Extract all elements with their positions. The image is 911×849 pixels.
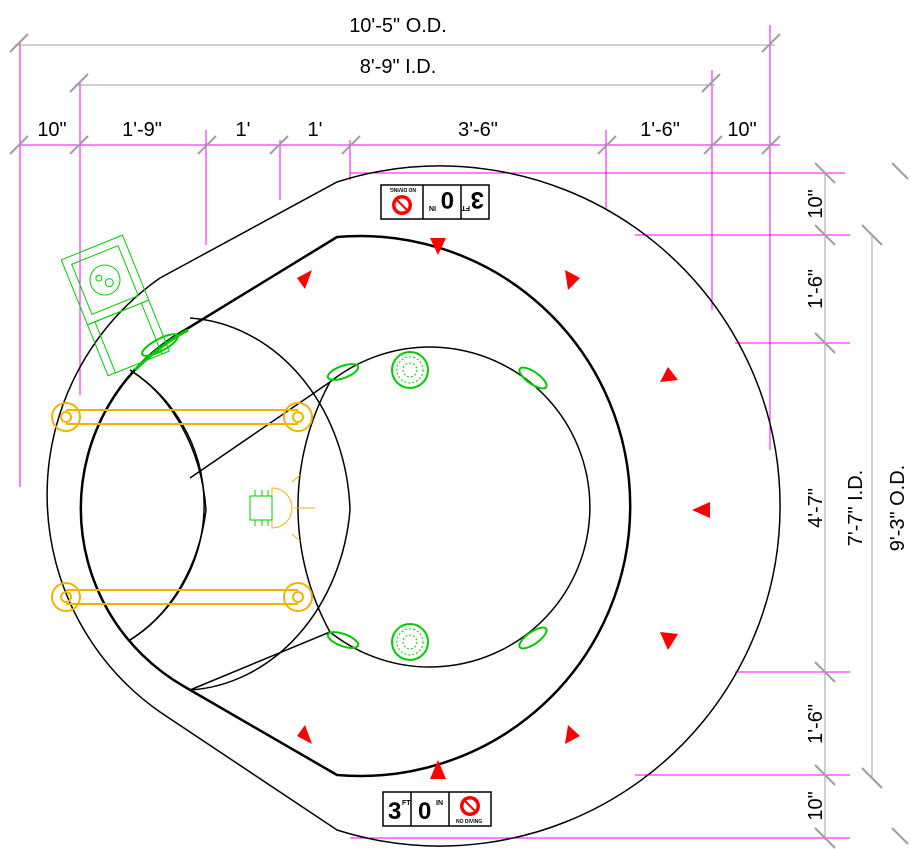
depth-feet-unit: FT (461, 204, 470, 211)
depth-feet: 3 (471, 186, 484, 213)
dim-right-overall-od: 9'-3" O.D. (887, 465, 909, 552)
light-icon (249, 474, 315, 542)
jet-5 (692, 502, 710, 518)
dim-top-seg-4: 1' (308, 119, 323, 141)
dim-right-seg-4: 1'-6" (805, 704, 827, 744)
dim-top-seg-3: 1' (236, 119, 251, 141)
depth-marker-bottom: 3 FT 0 IN NO DIVING (382, 791, 492, 827)
dimension-lines (18, 25, 850, 839)
jet-4 (660, 367, 678, 382)
jet-7 (565, 725, 580, 744)
return-fittings (141, 333, 548, 650)
depth-feet: 3 (388, 798, 401, 825)
depth-inches-unit: IN (429, 204, 436, 211)
handrail-top (51, 402, 313, 432)
no-diving-label: NO DIVING (456, 819, 482, 825)
step-arc-2 (129, 369, 207, 641)
dim-top-seg-1: 10" (37, 119, 66, 141)
jet-markers (297, 238, 710, 779)
drain-icon-top (391, 351, 429, 389)
dim-right-seg-3: 4'-7" (805, 488, 827, 528)
jet-8 (297, 725, 312, 744)
skimmer-icon (60, 234, 189, 377)
handrails (51, 402, 313, 612)
inner-outline (79, 234, 632, 778)
depth-feet-unit: FT (402, 800, 411, 807)
dim-overall-od: 10'-5" O.D. (349, 15, 447, 37)
dim-overall-id: 8'-9" I.D. (360, 56, 437, 78)
jet-3 (565, 270, 580, 290)
pool-outlines (46, 165, 781, 847)
depth-inches: 0 (441, 186, 454, 213)
depth-inches: 0 (418, 798, 431, 825)
jet-6 (660, 632, 678, 650)
dim-right-seg-1: 10" (805, 189, 827, 218)
dim-right-overall-id: 7'-7" I.D. (845, 470, 867, 547)
handrail-bottom (51, 582, 313, 612)
depth-inches-unit: IN (436, 800, 443, 807)
dim-top-seg-2: 1'-9" (122, 119, 162, 141)
seat-inner (297, 346, 591, 668)
dimension-ticks (9, 33, 909, 849)
depth-marker-top: 3 FT 0 IN NO DIVING (380, 184, 490, 220)
no-diving-label: NO DIVING (390, 186, 416, 192)
jet-9 (430, 760, 446, 779)
outer-outline (46, 165, 781, 847)
dimension-labels: 10'-5" O.D. 8'-9" I.D. 10" 1'-9" 1' 1' 3… (37, 15, 909, 821)
drain-icon-bottom (391, 623, 429, 661)
dim-top-seg-7: 10" (727, 119, 756, 141)
main-drains (391, 351, 429, 661)
dim-top-seg-6: 1'-6" (640, 119, 680, 141)
jet-2 (297, 270, 312, 289)
jet-1 (430, 238, 446, 255)
overall-dimension-lines (15, 44, 873, 840)
bench-outline (190, 357, 563, 657)
dim-right-seg-2: 1'-6" (805, 269, 827, 309)
dim-right-seg-5: 10" (805, 791, 827, 820)
dim-top-seg-5: 3'-6" (458, 119, 498, 141)
step-arc-3 (189, 317, 351, 691)
